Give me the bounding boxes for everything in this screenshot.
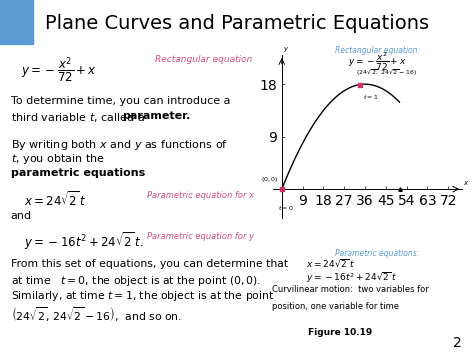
Text: at time   $t = 0$, the object is at the point $(0, 0)$.: at time $t = 0$, the object is at the po…: [11, 274, 261, 288]
Text: position, one variable for time: position, one variable for time: [272, 302, 399, 311]
Text: $(24\sqrt{2},\, 24\sqrt{2}-16)$: $(24\sqrt{2},\, 24\sqrt{2}-16)$: [356, 67, 417, 77]
Text: $x = 24\sqrt{2}\, t$: $x = 24\sqrt{2}\, t$: [306, 257, 356, 269]
Text: Figure 10.19: Figure 10.19: [308, 328, 372, 337]
Text: To determine time, you can introduce a: To determine time, you can introduce a: [11, 95, 230, 106]
Text: $x$: $x$: [463, 179, 470, 187]
Text: $t$, you obtain the: $t$, you obtain the: [11, 153, 105, 166]
Text: Plane Curves and Parametric Equations: Plane Curves and Parametric Equations: [45, 13, 429, 33]
Text: Parametric equation for x: Parametric equation for x: [147, 191, 255, 200]
Text: parameter.: parameter.: [122, 111, 190, 121]
Text: $x = 24\sqrt{2}\, t$: $x = 24\sqrt{2}\, t$: [24, 190, 87, 209]
Text: Curvilinear motion:  two variables for: Curvilinear motion: two variables for: [272, 285, 428, 294]
Text: 2: 2: [454, 336, 462, 350]
Text: parametric equations: parametric equations: [11, 168, 145, 178]
Text: and: and: [11, 212, 32, 222]
Text: $y = -\dfrac{x^2}{72} + x$: $y = -\dfrac{x^2}{72} + x$: [348, 51, 406, 73]
Text: Similarly, at time $t = 1$, the object is at the point: Similarly, at time $t = 1$, the object i…: [11, 289, 274, 302]
Text: $y = -\dfrac{x^2}{72} + x$: $y = -\dfrac{x^2}{72} + x$: [21, 55, 98, 84]
Text: From this set of equations, you can determine that: From this set of equations, you can dete…: [11, 259, 288, 269]
Text: third variable $t$, called a: third variable $t$, called a: [11, 111, 146, 124]
Text: Parametric equations:: Parametric equations:: [335, 249, 419, 258]
Text: $t = 1$: $t = 1$: [363, 93, 378, 101]
Text: $y = -16t^2 + 24\sqrt{2}\, t$: $y = -16t^2 + 24\sqrt{2}\, t$: [306, 270, 398, 285]
Text: Parametric equation for y: Parametric equation for y: [147, 232, 255, 241]
Text: $y = -16t^2 + 24\sqrt{2}\, t.$: $y = -16t^2 + 24\sqrt{2}\, t.$: [24, 231, 144, 252]
Text: $\left(24\sqrt{2},\, 24\sqrt{2} - 16\right)$,  and so on.: $\left(24\sqrt{2},\, 24\sqrt{2} - 16\rig…: [11, 305, 182, 323]
Text: Rectangular equation: Rectangular equation: [155, 55, 253, 64]
Bar: [0, 0, 33, 44]
Text: $t = 0$: $t = 0$: [278, 204, 294, 212]
Text: $y$: $y$: [283, 45, 289, 54]
Text: By writing both $x$ and $y$ as functions of: By writing both $x$ and $y$ as functions…: [11, 137, 228, 152]
Text: $(0, 0)$: $(0, 0)$: [261, 175, 278, 185]
Text: Rectangular equation:: Rectangular equation:: [335, 46, 419, 55]
